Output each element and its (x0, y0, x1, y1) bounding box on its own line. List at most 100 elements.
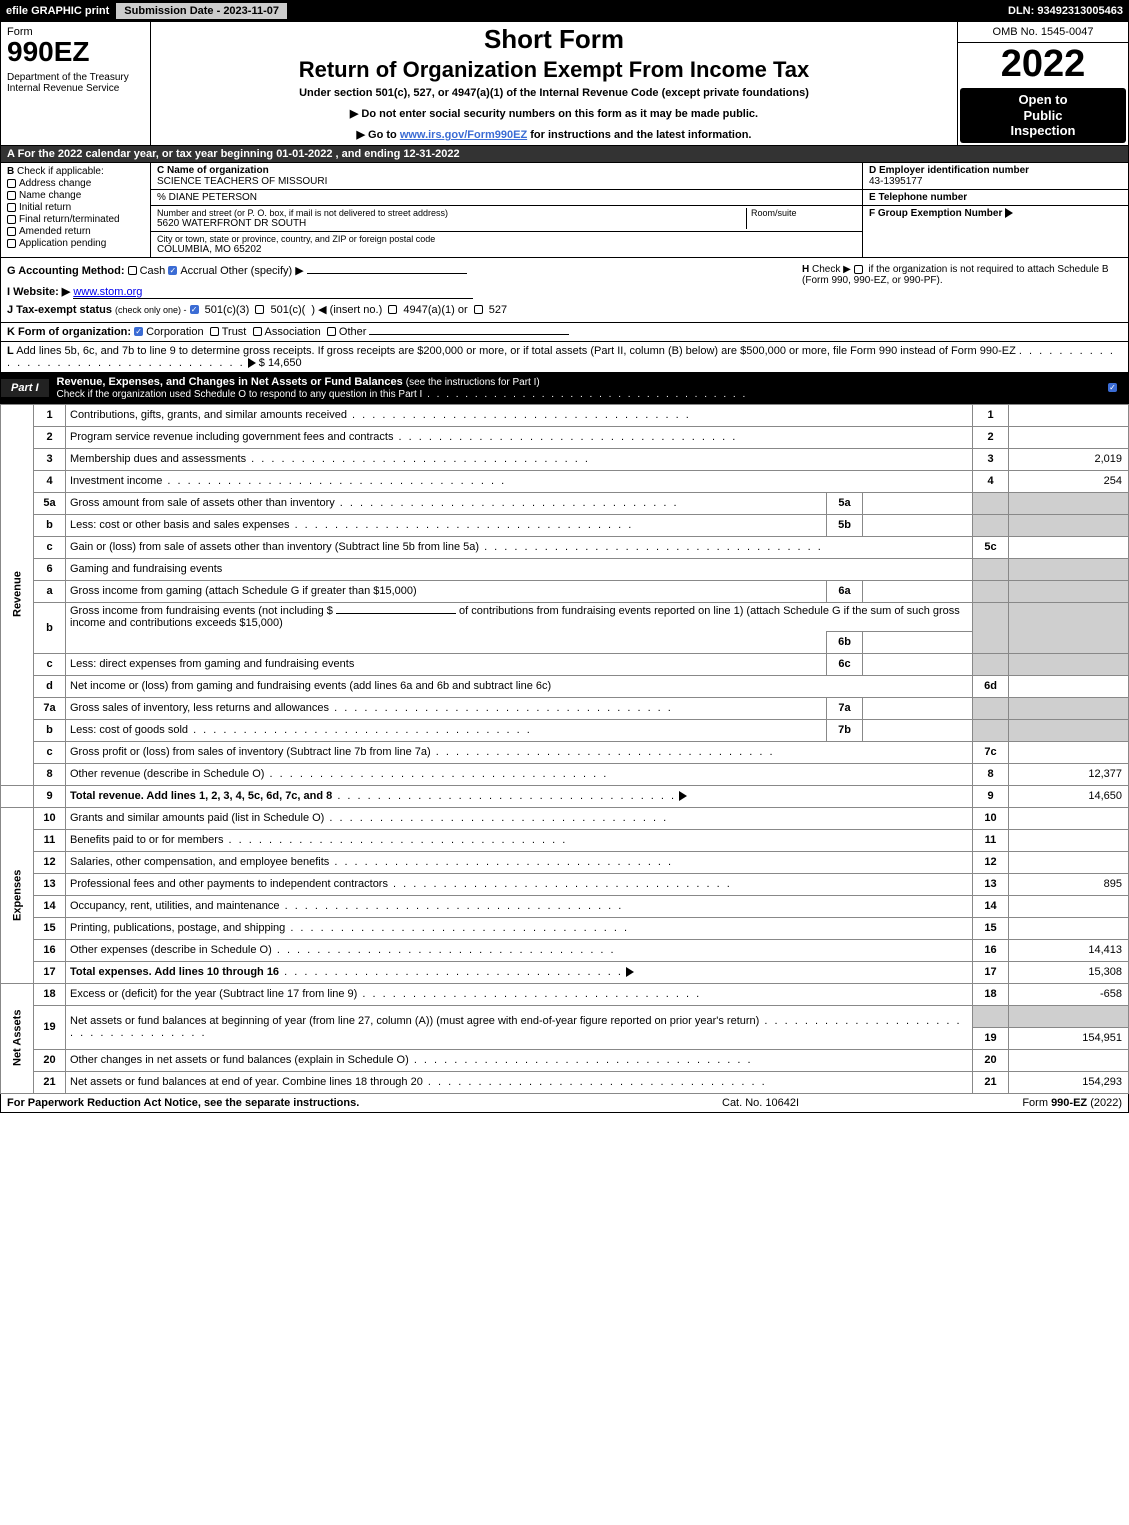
part-i-tab: Part I (1, 379, 49, 397)
part-i-table: Revenue 1 Contributions, gifts, grants, … (0, 404, 1129, 1094)
l2-num: 2 (34, 426, 66, 448)
k-label: K Form of organization: (7, 326, 131, 338)
l1-rnum: 1 (973, 404, 1009, 426)
open-to-public: Open to Public Inspection (960, 88, 1126, 143)
chk-name-change[interactable]: Name change (7, 190, 144, 201)
form-header: Form 990EZ Department of the Treasury In… (0, 22, 1129, 146)
part-i-bar: Part I Revenue, Expenses, and Changes in… (0, 373, 1129, 404)
cat-no: Cat. No. 10642I (722, 1097, 922, 1109)
department: Department of the Treasury Internal Reve… (7, 72, 144, 94)
tax-year: 2022 (958, 43, 1128, 86)
l-amount: $ 14,650 (259, 357, 302, 369)
chk-initial-return[interactable]: Initial return (7, 202, 144, 213)
c-address-block: Number and street (or P. O. box, if mail… (151, 206, 862, 232)
g-label: G Accounting Method: (7, 265, 125, 277)
l2-desc: Program service revenue including govern… (66, 426, 973, 448)
room-suite-label: Room/suite (746, 208, 856, 229)
j-label: J Tax-exempt status (7, 304, 112, 316)
chk-trust[interactable] (210, 327, 219, 336)
l9-val: 14,650 (1009, 785, 1129, 807)
row-g-h: G Accounting Method: Cash Accrual Other … (0, 258, 1129, 323)
other-specify-line[interactable] (307, 273, 467, 274)
instr2-post: for instructions and the latest informat… (527, 129, 751, 141)
l8-val: 12,377 (1009, 763, 1129, 785)
form-number: 990EZ (7, 36, 144, 68)
l10-val (1009, 807, 1129, 829)
l1-num: 1 (34, 404, 66, 426)
open1: Open to (964, 92, 1122, 108)
part-i-checkbox-cell (1100, 382, 1128, 394)
efile-label: efile GRAPHIC print (0, 5, 115, 17)
instruction-2: ▶ Go to www.irs.gov/Form990EZ for instru… (157, 128, 951, 141)
chk-address-change[interactable]: Address change (7, 178, 144, 189)
l2-val (1009, 426, 1129, 448)
b-checklist: Address change Name change Initial retur… (7, 178, 144, 249)
j-opts: 501(c)(3) 501(c)( ) ◀ (insert no.) 4947(… (205, 304, 507, 316)
paperwork-notice: For Paperwork Reduction Act Notice, see … (7, 1097, 722, 1109)
revenue-label: Revenue (1, 404, 34, 785)
col-c: C Name of organization SCIENCE TEACHERS … (151, 163, 863, 257)
c-name-block: C Name of organization SCIENCE TEACHERS … (151, 163, 862, 190)
l6a-val (863, 580, 973, 602)
city-state-zip: COLUMBIA, MO 65202 (157, 244, 856, 255)
info-grid: B Check if applicable: Address change Na… (0, 163, 1129, 258)
header-right: OMB No. 1545-0047 2022 Open to Public In… (958, 22, 1128, 145)
omb-number: OMB No. 1545-0047 (958, 22, 1128, 43)
c-city-block: City or town, state or province, country… (151, 232, 862, 257)
city-label: City or town, state or province, country… (157, 234, 856, 244)
d-label: D Employer identification number (869, 165, 1122, 176)
chk-cash[interactable] (128, 266, 137, 275)
l13-val: 895 (1009, 873, 1129, 895)
col-b: B Check if applicable: Address change Na… (1, 163, 151, 257)
b-text: Check if applicable: (17, 166, 104, 177)
l-label: L (7, 345, 14, 357)
l17-val: 15,308 (1009, 961, 1129, 983)
b-label: B (7, 166, 14, 177)
chk-application-pending[interactable]: Application pending (7, 238, 144, 249)
chk-final-return[interactable]: Final return/terminated (7, 214, 144, 225)
chk-other-org[interactable] (327, 327, 336, 336)
chk-501c3[interactable] (190, 305, 199, 314)
l6c-val (863, 653, 973, 675)
chk-schedule-o[interactable] (1108, 383, 1117, 392)
l7a-val (863, 697, 973, 719)
l3-val: 2,019 (1009, 448, 1129, 470)
j-sub: (check only one) - (115, 305, 187, 315)
short-form-title: Short Form (157, 24, 951, 55)
d-ein: D Employer identification number 43-1395… (863, 163, 1128, 190)
l21-val: 154,293 (1009, 1071, 1129, 1093)
chk-corporation[interactable] (134, 327, 143, 336)
header-left: Form 990EZ Department of the Treasury In… (1, 22, 151, 145)
row-l: L Add lines 5b, 6c, and 7b to line 9 to … (0, 342, 1129, 373)
l5b-val (863, 514, 973, 536)
instruction-1: ▶ Do not enter social security numbers o… (157, 107, 951, 120)
section-a: A For the 2022 calendar year, or tax yea… (0, 146, 1129, 163)
h-label: H (802, 264, 809, 275)
l6d-val (1009, 675, 1129, 697)
irs-link[interactable]: www.irs.gov/Form990EZ (400, 129, 527, 141)
chk-accrual[interactable] (168, 266, 177, 275)
top-bar: efile GRAPHIC print Submission Date - 20… (0, 0, 1129, 22)
arrow-icon (1005, 208, 1013, 218)
street-address: 5620 WATERFRONT DR SOUTH (157, 218, 746, 229)
i-label: I Website: ▶ (7, 286, 70, 298)
website-link[interactable]: www.stom.org (73, 286, 473, 299)
chk-schedule-b[interactable] (854, 265, 863, 274)
org-name: SCIENCE TEACHERS OF MISSOURI (157, 176, 856, 187)
h-check: H Check ▶ if the organization is not req… (802, 264, 1122, 316)
addr-label: Number and street (or P. O. box, if mail… (157, 208, 746, 218)
chk-amended-return[interactable]: Amended return (7, 226, 144, 237)
l7b-val (863, 719, 973, 741)
expenses-label: Expenses (1, 807, 34, 983)
e-label: E Telephone number (869, 192, 1122, 203)
row-k: K Form of organization: Corporation Trus… (0, 323, 1129, 342)
l7c-val (1009, 741, 1129, 763)
part-i-title: Revenue, Expenses, and Changes in Net As… (49, 373, 1100, 403)
chk-association[interactable] (253, 327, 262, 336)
ein-value: 43-1395177 (869, 176, 1122, 187)
form-ref: Form 990-EZ (2022) (922, 1097, 1122, 1109)
return-title: Return of Organization Exempt From Incom… (157, 57, 951, 83)
other-org-line[interactable] (369, 334, 569, 335)
footer: For Paperwork Reduction Act Notice, see … (0, 1094, 1129, 1113)
g-accounting: G Accounting Method: Cash Accrual Other … (7, 264, 802, 316)
